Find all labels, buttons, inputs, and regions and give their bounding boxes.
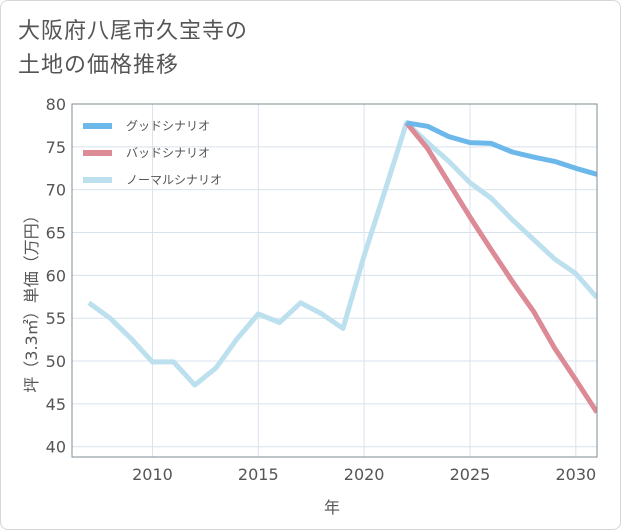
- y-tick-label: 70: [46, 181, 66, 200]
- chart-title: 大阪府八尾市久宝寺の 土地の価格推移: [18, 15, 248, 83]
- x-tick-label: 2020: [344, 465, 385, 484]
- series-line-2: [87, 120, 597, 388]
- plot-border: [71, 103, 598, 458]
- legend-label: グッドシナリオ: [126, 119, 210, 133]
- axis-ticks: 40 45 50 55 60 65 70 75 80 2010 2015 2020 2025 2030: [46, 95, 597, 484]
- plot-frame: [71, 103, 598, 458]
- x-tick-label: 2010: [132, 465, 173, 484]
- y-tick-label: 75: [46, 138, 66, 157]
- legend-label: バッドシナリオ: [126, 146, 210, 160]
- y-tick-label: 80: [46, 95, 66, 114]
- x-tick-label: 2015: [238, 465, 279, 484]
- series-line-1: [404, 121, 597, 414]
- y-tick-label: 55: [46, 309, 66, 328]
- y-tick-label: 60: [46, 266, 66, 285]
- chart-title-line-2: 土地の価格推移: [18, 53, 180, 78]
- y-tick-label: 45: [46, 395, 66, 414]
- y-axis-title: 坪（3.3㎡）単価（万円）: [22, 207, 41, 392]
- y-tick-label: 50: [46, 352, 66, 371]
- y-tick-label: 65: [46, 224, 66, 243]
- chart-title-line-1: 大阪府八尾市久宝寺の: [18, 19, 249, 44]
- x-tick-label: 2025: [450, 465, 491, 484]
- series-line-0: [406, 120, 597, 177]
- legend-label: ノーマルシナリオ: [126, 173, 222, 187]
- series-lines: [87, 120, 597, 414]
- x-tick-label: 2030: [555, 465, 596, 484]
- y-tick-label: 40: [46, 438, 66, 457]
- x-axis-title: 年: [324, 498, 340, 517]
